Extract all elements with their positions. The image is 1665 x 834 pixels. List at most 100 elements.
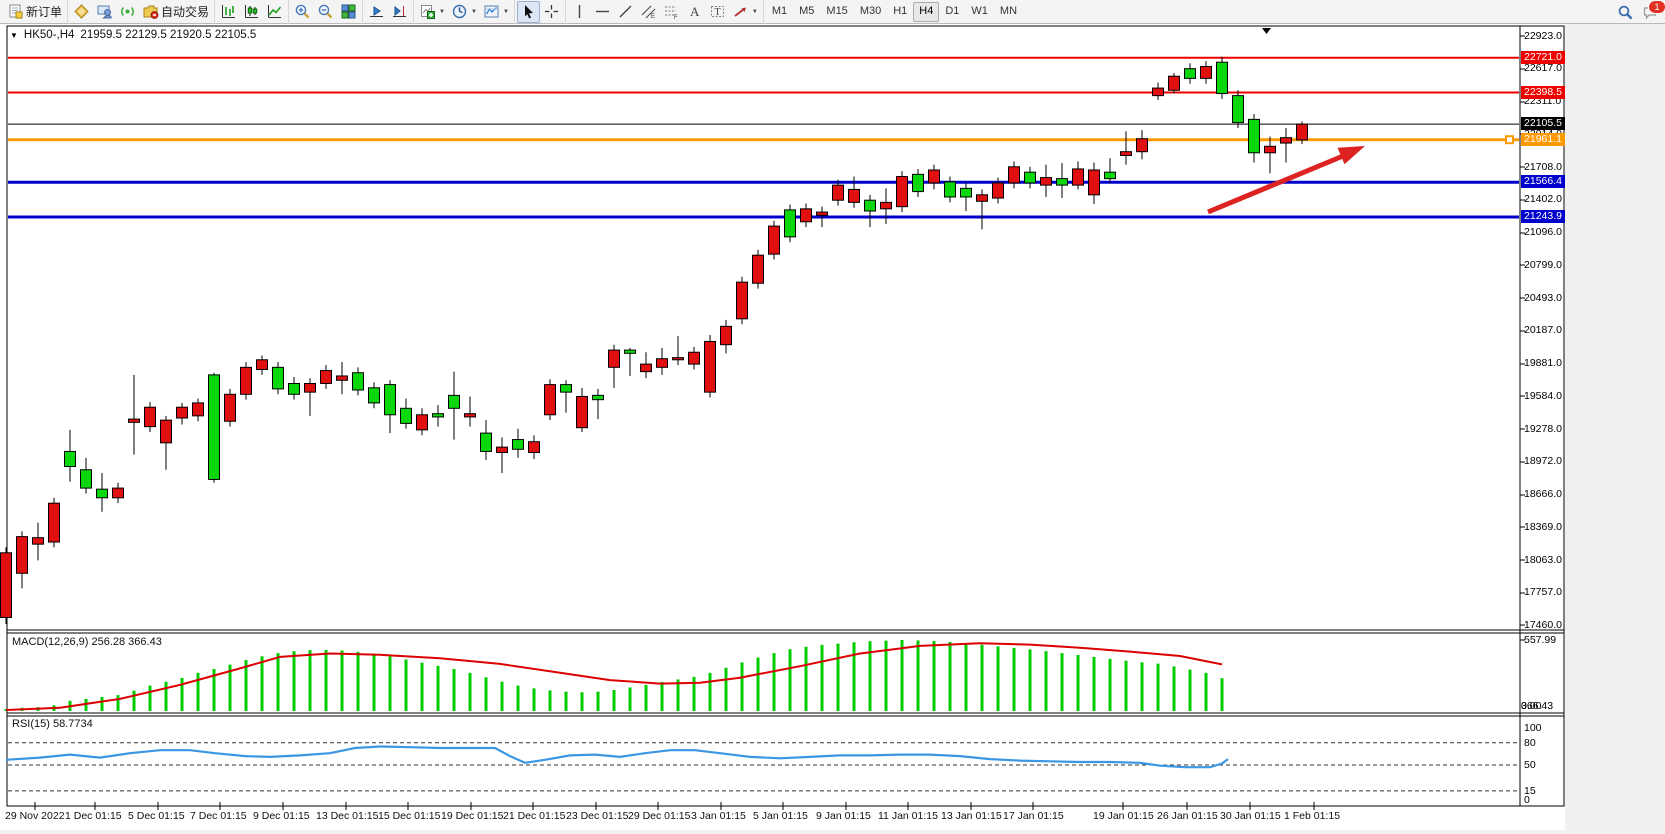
- tile-windows-button[interactable]: [337, 2, 360, 22]
- toolbar-group-services: 自动交易: [67, 0, 214, 24]
- channel-button[interactable]: E: [637, 2, 660, 22]
- price-axis-tick: 18666.0: [1524, 488, 1562, 500]
- vline-button[interactable]: [568, 2, 591, 22]
- hline-icon: [594, 3, 611, 20]
- bar-chart-button[interactable]: [217, 2, 240, 22]
- svg-text:E: E: [651, 14, 655, 20]
- toolbar-button-label: 新订单: [26, 5, 63, 19]
- time-axis-label: 5 Dec 01:15: [128, 810, 185, 822]
- cursor-button[interactable]: [516, 0, 540, 23]
- zoom-in-button[interactable]: [291, 2, 314, 22]
- time-axis-label: 13 Dec 01:15: [316, 810, 379, 822]
- auto-scroll-button[interactable]: [365, 2, 388, 22]
- shapes-button[interactable]: ▼: [729, 2, 761, 22]
- new-order-icon: [7, 3, 24, 20]
- price-axis-tick: 21096.0: [1524, 226, 1562, 238]
- chart-shift-button[interactable]: [388, 2, 411, 22]
- new-order-button[interactable]: 新订单: [4, 2, 65, 22]
- label-icon: T: [709, 3, 726, 20]
- macd-axis-max: 557.99: [1524, 634, 1557, 646]
- chevron-down-icon: ▼: [470, 8, 477, 15]
- period-icon: [451, 3, 468, 20]
- price-axis-tick: 18972.0: [1524, 455, 1562, 467]
- timeframe-mn-button[interactable]: MN: [999, 4, 1018, 17]
- rsi-indicator-label: RSI(15) 58.7734: [12, 718, 93, 730]
- time-axis-label: 9 Jan 01:15: [816, 810, 871, 822]
- price-level-label: 21243.9: [1521, 210, 1565, 223]
- toolbar-group-zooming: [288, 0, 362, 24]
- chart-collapse-icon[interactable]: ▼: [10, 30, 18, 40]
- timeframe-m1-button[interactable]: M1: [771, 4, 788, 17]
- timeframe-h1-button[interactable]: H1: [893, 4, 908, 17]
- bar-chart-icon: [220, 3, 237, 20]
- time-axis-label: 13 Jan 01:15: [941, 810, 1002, 822]
- trendline-icon: [617, 3, 634, 20]
- line-chart-button[interactable]: [263, 2, 286, 22]
- time-axis-label: 1 Feb 01:15: [1284, 810, 1341, 822]
- price-axis-tick: 20187.0: [1524, 324, 1562, 336]
- time-axis-label: 23 Dec 01:15: [566, 810, 629, 822]
- text-button[interactable]: A: [683, 2, 706, 22]
- price-axis-tick: 19278.0: [1524, 423, 1562, 435]
- template-button[interactable]: ▼: [480, 2, 512, 22]
- timeframe-w1-button[interactable]: W1: [971, 4, 988, 17]
- svg-text:A: A: [690, 4, 700, 19]
- time-axis-label: 3 Jan 01:15: [691, 810, 746, 822]
- macd-axis-overlap-label: 366.43: [1521, 700, 1554, 712]
- hline-button[interactable]: [591, 2, 614, 22]
- timeframe-m15-button[interactable]: M15: [826, 4, 848, 17]
- time-axis-label: 19 Dec 01:15: [441, 810, 504, 822]
- market-watch-button[interactable]: [93, 2, 116, 22]
- time-axis-label: 1 Dec 01:15: [65, 810, 122, 822]
- price-level-label: 21961.1: [1521, 133, 1565, 146]
- trendline-button[interactable]: [614, 2, 637, 22]
- timeframe-d1-button[interactable]: D1: [945, 4, 960, 17]
- period-button[interactable]: ▼: [448, 2, 480, 22]
- new-chart-button[interactable]: ▼: [416, 2, 448, 22]
- time-axis-label: 5 Jan 01:15: [753, 810, 808, 822]
- toolbar-group-drawing: E F A T ▼: [564, 0, 763, 24]
- time-axis-label: 7 Dec 01:15: [190, 810, 247, 822]
- label-button[interactable]: T: [706, 2, 729, 22]
- rsi-axis-tick: 50: [1524, 759, 1536, 771]
- chart-symbol-period: HK50-,H4: [23, 29, 75, 41]
- quotes-button[interactable]: [70, 2, 93, 22]
- signals-button[interactable]: [116, 2, 139, 22]
- price-level-label: 22398.5: [1521, 86, 1565, 99]
- rsi-axis-tick: 15: [1524, 785, 1536, 797]
- toolbar-group-orders: 新订单: [2, 0, 67, 24]
- toolbar-right-icons: 1: [1617, 0, 1665, 24]
- timeframe-m5-button[interactable]: M5: [799, 4, 815, 17]
- zoom-out-icon: [317, 3, 334, 20]
- chart-ohlc-values: 21959.5 22129.5 21920.5 22105.5: [80, 29, 257, 41]
- chart-window[interactable]: ▼ HK50-,H4 21959.5 22129.5 21920.5 22105…: [0, 24, 1565, 830]
- price-axis-tick: 20493.0: [1524, 292, 1562, 304]
- quotes-icon: [73, 3, 90, 20]
- chevron-down-icon: ▼: [439, 8, 445, 15]
- zoom-out-button[interactable]: [314, 2, 337, 22]
- timeframe-m30-button[interactable]: M30: [859, 4, 882, 17]
- search-icon[interactable]: [1617, 4, 1634, 21]
- candle-chart-button[interactable]: [240, 2, 263, 22]
- notifications-button[interactable]: 1: [1642, 0, 1665, 21]
- autotrade-button[interactable]: 自动交易: [139, 2, 212, 22]
- price-axis-tick: 21402.0: [1524, 193, 1562, 205]
- time-axis-label: 26 Jan 01:15: [1157, 810, 1218, 822]
- price-axis-tick: 22617.0: [1524, 62, 1562, 74]
- notification-badge: 1: [1648, 0, 1665, 14]
- svg-text:F: F: [674, 15, 678, 20]
- price-axis-tick: 18063.0: [1524, 554, 1562, 566]
- timeframe-h4-button[interactable]: H4: [913, 1, 940, 22]
- cursor-icon: [520, 3, 537, 20]
- fibo-button[interactable]: F: [660, 2, 683, 22]
- price-axis-tick: 22923.0: [1524, 30, 1562, 42]
- price-chart-canvas[interactable]: [0, 24, 1565, 830]
- macd-axis-overlap-label: 0.00: [1521, 700, 1542, 712]
- signals-icon: [119, 3, 136, 20]
- crosshair-button[interactable]: [540, 2, 563, 22]
- tile-windows-icon: [340, 3, 357, 20]
- time-axis-label: 15 Dec 01:15: [378, 810, 441, 822]
- price-level-label: 22105.5: [1521, 117, 1565, 130]
- channel-icon: E: [640, 3, 657, 20]
- fibo-icon: F: [663, 3, 680, 20]
